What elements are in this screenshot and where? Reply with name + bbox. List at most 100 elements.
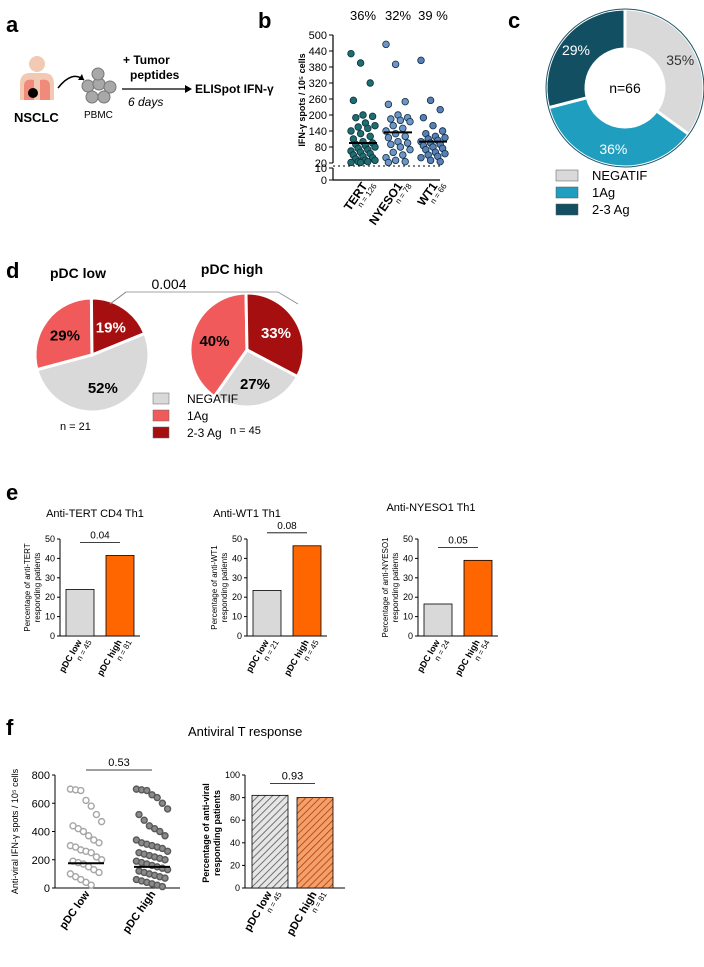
e-y-tick-label: 0 [237,631,242,641]
arrowhead-icon [185,85,192,93]
f1-data-point [82,796,90,805]
b-data-point [406,145,414,154]
f2-y-tick-label: 60 [230,815,240,825]
c-legend-swatch [555,169,579,182]
b-data-point [391,156,400,165]
b-data-point [429,121,437,130]
f1-data-point [79,827,88,836]
b-data-point [401,157,409,166]
panel-label-a: a [6,12,19,37]
duration-label: 6 days [128,95,163,109]
f-title: Antiviral T response [188,724,302,739]
e-y-axis-label: responding patients [33,553,42,623]
f2-y-tick-label: 20 [230,860,240,870]
b-data-point [399,151,407,159]
f1-data-point [95,839,103,847]
f1-data-point [87,802,95,810]
b-data-point [401,132,409,141]
e-y-tick-label: 0 [408,631,413,641]
d-n-label: n = 21 [60,421,91,433]
d-pie-title: pDC high [201,261,263,277]
b-data-point [356,129,365,138]
b-data-point [371,143,379,151]
panel-label-c: c [508,8,520,33]
b-data-point [419,113,428,122]
c-donut-slice-label: 35% [666,52,694,68]
b-data-point [436,157,444,166]
d-slice-label: 52% [88,380,118,397]
c-center-label: n=66 [609,80,641,96]
f1-data-point [163,805,172,813]
b-y-tick-label: 500 [309,30,327,42]
f1-y-tick-label: 400 [32,827,50,839]
f1-category-label: pDC low [57,888,92,931]
d-legend-label: NEGATIF [187,392,238,406]
b-data-point [401,97,409,106]
e-chart-title: Anti-TERT CD4 Th1 [46,508,144,520]
b-y-tick-label: 320 [309,78,327,90]
b-data-point [366,79,374,87]
d-slice-label: 29% [50,327,80,344]
e-bar [463,559,493,637]
b-data-point [396,116,405,125]
e-y-tick-label: 0 [50,631,55,641]
e-y-tick-label: 40 [232,553,242,563]
b-y-axis-label: IFN-γ spots / 10⁵ cells [297,53,307,146]
e-y-tick-label: 30 [45,573,55,583]
f1-y-tick-label: 800 [32,770,50,782]
b-data-point [406,117,414,126]
f1-y-tick-label: 0 [44,883,50,895]
f1-pvalue: 0.53 [108,757,129,769]
e-bar [105,555,135,637]
e-y-tick-label: 40 [403,553,413,563]
f2-pvalue: 0.93 [282,770,303,782]
e-y-axis-label: responding patients [220,553,229,623]
e-y-tick-label: 30 [232,573,242,583]
e-y-tick-label: 10 [403,612,413,622]
panel-b-chart: IFN-γ spots / 10⁵ cells 20 80 140 200 260 320… [297,8,449,228]
c-legend-swatch [555,203,579,216]
b-y-tick-label: 380 [309,62,327,74]
b-data-point [399,124,407,133]
b-data-point [426,156,435,165]
patient-torso-icon [20,56,54,100]
e-y-tick-label: 20 [232,592,242,602]
d-pie-low-slice [35,331,151,414]
d-legend-swatch [152,409,170,422]
e-y-tick-label: 20 [45,592,55,602]
pbmc-label: PBMC [84,110,113,121]
d-slice-label: 19% [96,320,126,337]
d-n-label: n = 45 [230,425,261,437]
e-y-axis-label: Percentage of anti-TERT [23,543,32,631]
f1-data-point [158,799,167,807]
b-data-point [359,111,367,119]
d-pvalue: 0.004 [151,276,186,292]
b-data-point [364,157,372,166]
e-y-tick-label: 40 [45,553,55,563]
d-legend-swatch [152,392,170,405]
b-data-point [403,139,412,147]
b-data-point [366,132,374,141]
b-data-point [356,158,365,167]
f1-data-point [97,856,106,864]
e-pvalue: 0.05 [448,535,468,546]
f2-y-tick-label: 0 [235,883,240,893]
b-y-tick-label: 20 [315,158,327,170]
d-legend-label: 2-3 Ag [187,426,222,440]
f1-data-point [95,868,103,877]
b-data-point [417,153,425,162]
b-data-point [364,124,372,133]
e-y-tick-label: 50 [403,534,413,544]
b-data-point [382,40,390,49]
e-bar [423,603,453,637]
panel-f-chart: Antiviral T response 0200400600800Anti-v… [10,724,345,938]
b-data-point [436,105,444,114]
f2-y-axis-label: Percentage of anti-viral [201,783,211,883]
b-data-point [347,49,355,58]
b-data-point [417,56,425,65]
f1-data-point [156,827,164,836]
f1-data-point [161,874,169,882]
workflow-diagram: NSCLC PBMC + Tumor peptides 6 days ELISp… [14,53,274,125]
f1-data-point [87,881,95,889]
